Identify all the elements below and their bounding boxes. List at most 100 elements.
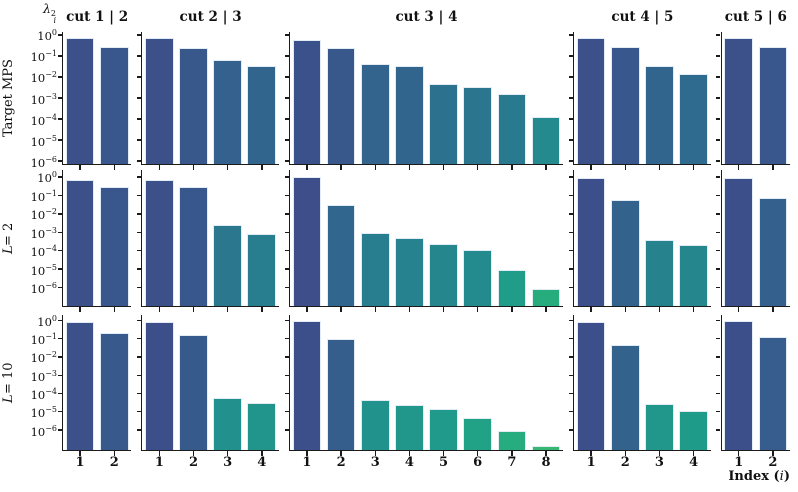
x-tick <box>158 165 161 170</box>
y-tick-label-exponent: −1 <box>45 188 57 198</box>
x-tick <box>261 165 263 170</box>
y-tick-label: 10−3 <box>31 225 57 240</box>
y-tick-label-base: 10 <box>30 332 46 347</box>
row-label: L = 2 <box>0 170 17 307</box>
y-tick-label-base: 10 <box>30 282 46 297</box>
y-tick <box>284 356 289 358</box>
y-tick <box>284 55 289 57</box>
y-tick <box>716 286 721 289</box>
lambda-symbol: λ <box>42 1 51 16</box>
y-tick <box>716 76 721 78</box>
y-tick-label-base: 10 <box>30 155 46 170</box>
row-label-rest: = 2 <box>1 222 16 246</box>
bar <box>463 418 493 450</box>
y-tick <box>568 118 573 120</box>
y-tick-label-base: 10 <box>30 113 46 128</box>
y-tick-label: 10−3 <box>31 92 57 106</box>
y-tick-label: 10−2 <box>31 208 57 221</box>
y-tick <box>136 213 141 215</box>
x-tick <box>374 451 376 456</box>
y-tick <box>716 176 721 178</box>
y-tick <box>568 374 573 376</box>
y-tick <box>568 338 573 340</box>
y-tick <box>284 411 289 413</box>
y-tick <box>568 97 573 99</box>
bar <box>292 177 322 306</box>
x-tick <box>261 451 263 456</box>
panel-title-cut-1-2: cut 1 | 2 <box>66 9 129 25</box>
bar <box>531 289 561 306</box>
bar <box>65 322 95 450</box>
y-tick <box>716 118 721 120</box>
x-tick <box>192 451 195 456</box>
x-tick-label: 2 <box>768 455 778 470</box>
x-tick <box>545 165 547 170</box>
lambda-superscript: 2 <box>50 9 56 18</box>
y-tick <box>284 429 289 431</box>
y-tick <box>716 411 721 413</box>
y-tick-label-base: 10 <box>30 263 46 278</box>
bar <box>645 65 674 164</box>
y-tick-label: 10−1 <box>31 188 57 203</box>
x-tick <box>442 307 445 312</box>
y-tick-label-exponent: −4 <box>45 244 57 254</box>
x-tick <box>692 165 695 170</box>
y-tick <box>284 250 289 252</box>
x-tick-label: 4 <box>689 455 699 470</box>
bar <box>99 187 129 306</box>
y-tick <box>57 338 62 340</box>
x-tick <box>340 451 342 456</box>
bar <box>758 46 788 164</box>
x-axis-title-prefix: Index ( <box>728 469 780 484</box>
panel-title-cut-3-4: cut 3 | 4 <box>395 9 458 25</box>
x-tick <box>545 307 547 312</box>
x-tick <box>306 165 308 170</box>
bar <box>292 39 322 164</box>
y-tick <box>284 392 289 395</box>
y-tick-label: 10−2 <box>31 351 57 364</box>
panel-cut-4-5-row3: 1 2 3 4 <box>568 315 711 470</box>
bar <box>724 177 754 306</box>
y-tick <box>568 160 573 162</box>
x-tick <box>738 451 740 456</box>
bar <box>326 338 356 450</box>
y-tick <box>716 213 721 215</box>
y-tick-label: 10−3 <box>31 369 57 383</box>
bar <box>610 345 640 450</box>
y-tick-label-exponent: −6 <box>45 423 57 433</box>
bar <box>463 87 493 164</box>
row-label-variable: L <box>1 394 16 404</box>
y-tick-label: 10−6 <box>31 282 57 295</box>
y-tick <box>716 97 721 99</box>
y-tick <box>284 286 289 289</box>
y-tick <box>57 76 62 78</box>
x-tick <box>477 451 479 456</box>
y-tick <box>284 374 289 376</box>
bar <box>145 179 174 306</box>
x-tick-label: 7 <box>507 455 517 470</box>
y-tick <box>57 55 62 57</box>
x-tick-label: 1 <box>734 455 744 470</box>
panel-cut-2-3-row2 <box>136 170 279 312</box>
y-tick-label-exponent: −3 <box>45 225 57 235</box>
y-tick <box>57 34 62 36</box>
y-tick-label-exponent: −1 <box>45 331 57 341</box>
y-tick <box>568 392 573 395</box>
x-tick <box>692 451 695 456</box>
bar <box>213 224 242 306</box>
x-tick <box>340 307 342 312</box>
bar <box>576 177 606 306</box>
bar <box>395 237 424 306</box>
y-tick-label-base: 10 <box>37 29 52 43</box>
y-tick <box>568 76 573 78</box>
y-tick <box>284 231 289 233</box>
y-tick <box>57 411 62 413</box>
bar <box>576 37 606 164</box>
y-tick-label: 100 <box>37 171 57 184</box>
x-tick <box>738 307 740 312</box>
x-tick <box>658 307 661 312</box>
y-tick-label: 10−6 <box>31 423 57 438</box>
y-tick <box>57 429 62 431</box>
